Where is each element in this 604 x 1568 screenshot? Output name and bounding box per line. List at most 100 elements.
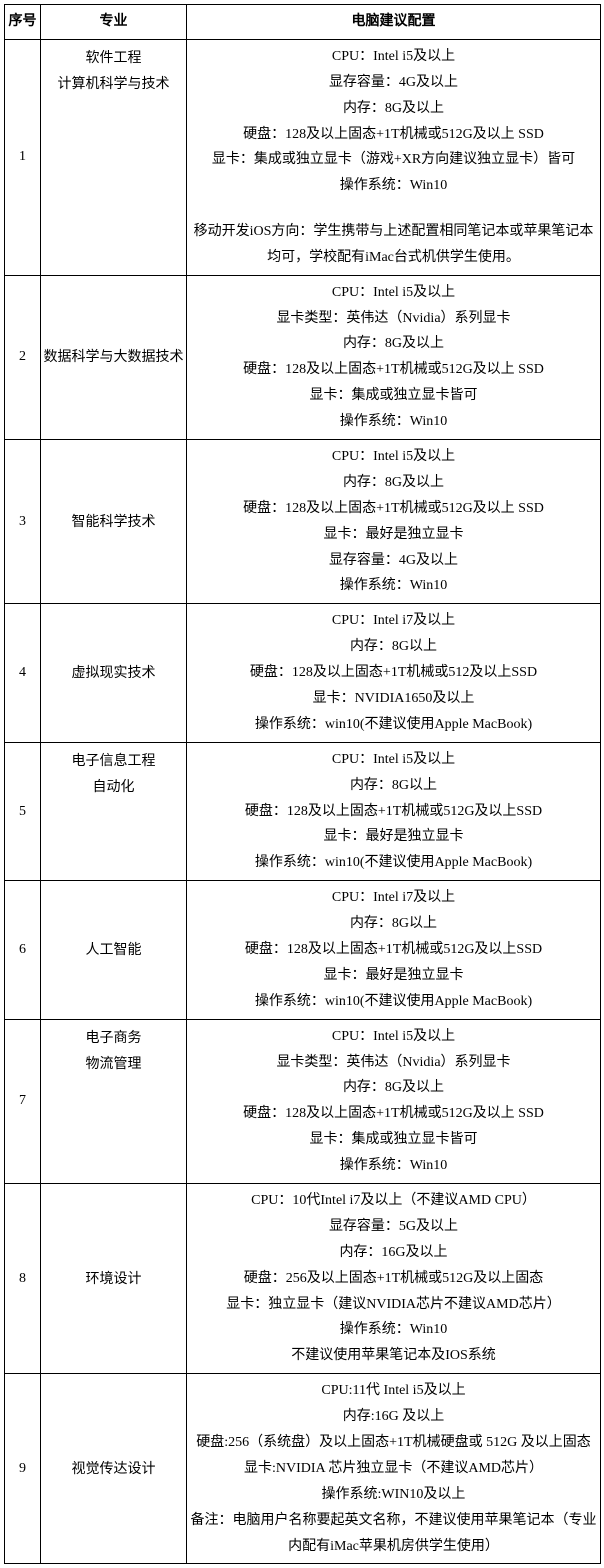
spec-line: 硬盘：128及以上固态+1T机械或512G及以上SSD bbox=[189, 937, 598, 963]
row-id: 3 bbox=[5, 439, 41, 603]
row-major: 虚拟现实技术 bbox=[41, 604, 187, 742]
major-line: 软件工程 bbox=[43, 46, 184, 72]
row-id: 6 bbox=[5, 881, 41, 1019]
major-line: 智能科学技术 bbox=[43, 510, 184, 536]
row-major: 智能科学技术 bbox=[41, 439, 187, 603]
major-line: 物流管理 bbox=[43, 1052, 184, 1078]
spec-line: CPU：10代Intel i7及以上（不建议AMD CPU） bbox=[189, 1188, 598, 1214]
spec-line: 硬盘：128及以上固态+1T机械或512G及以上 SSD bbox=[189, 122, 598, 148]
spec-line: 操作系统：win10(不建议使用Apple MacBook) bbox=[189, 989, 598, 1015]
spec-table: 序号 专业 电脑建议配置 1软件工程计算机科学与技术CPU：Intel i5及以… bbox=[4, 4, 601, 1564]
major-line: 自动化 bbox=[43, 775, 184, 801]
table-row: 2数据科学与大数据技术CPU：Intel i5及以上显卡类型：英伟达（Nvidi… bbox=[5, 275, 601, 439]
table-row: 4虚拟现实技术CPU：Intel i7及以上内存：8G以上硬盘：128及以上固态… bbox=[5, 604, 601, 742]
major-line: 电子商务 bbox=[43, 1026, 184, 1052]
major-line: 环境设计 bbox=[43, 1267, 184, 1293]
spec-line: 操作系统：win10(不建议使用Apple MacBook) bbox=[189, 850, 598, 876]
spec-line: 内存：8G及以上 bbox=[189, 1075, 598, 1101]
spec-line: CPU：Intel i7及以上 bbox=[189, 608, 598, 634]
spec-line: 操作系统：Win10 bbox=[189, 1153, 598, 1179]
row-id: 4 bbox=[5, 604, 41, 742]
spec-line: 操作系统:WIN10及以上 bbox=[189, 1482, 598, 1508]
spec-line: 操作系统：Win10 bbox=[189, 573, 598, 599]
row-major: 电子商务物流管理 bbox=[41, 1019, 187, 1183]
major-line: 视觉传达设计 bbox=[43, 1457, 184, 1483]
row-id: 9 bbox=[5, 1374, 41, 1564]
row-id: 7 bbox=[5, 1019, 41, 1183]
row-major: 数据科学与大数据技术 bbox=[41, 275, 187, 439]
spec-line: 内存：8G及以上 bbox=[189, 470, 598, 496]
major-line: 人工智能 bbox=[43, 938, 184, 964]
row-spec: CPU：Intel i5及以上显卡类型：英伟达（Nvidia）系列显卡内存：8G… bbox=[187, 275, 601, 439]
spec-line: 显卡：集成或独立显卡皆可 bbox=[189, 383, 598, 409]
spec-line: 显卡:NVIDIA 芯片独立显卡（不建议AMD芯片） bbox=[189, 1456, 598, 1482]
spec-line: 硬盘：128及以上固态+1T机械或512G及以上 SSD bbox=[189, 496, 598, 522]
spec-line: CPU:11代 Intel i5及以上 bbox=[189, 1378, 598, 1404]
col-header-id: 序号 bbox=[5, 5, 41, 40]
spec-line: 显卡：集成或独立显卡（游戏+XR方向建议独立显卡）皆可 bbox=[189, 147, 598, 173]
row-major: 人工智能 bbox=[41, 881, 187, 1019]
table-row: 6人工智能 CPU：Intel i7及以上内存：8G以上硬盘：128及以上固态+1… bbox=[5, 881, 601, 1019]
spec-line: 内存：8G以上 bbox=[189, 911, 598, 937]
spec-line: 显存容量：4G及以上 bbox=[189, 548, 598, 574]
spec-line: CPU：Intel i5及以上 bbox=[189, 44, 598, 70]
table-row: 9视觉传达设计 CPU:11代 Intel i5及以上内存:16G 及以上硬盘:2… bbox=[5, 1374, 601, 1564]
major-line: 虚拟现实技术 bbox=[43, 661, 184, 687]
major-line: 数据科学与大数据技术 bbox=[43, 345, 184, 371]
spec-line: 显存容量：5G及以上 bbox=[189, 1214, 598, 1240]
spec-line: 内存:16G 及以上 bbox=[189, 1404, 598, 1430]
spec-line: 硬盘：128及以上固态+1T机械或512G及以上 SSD bbox=[189, 357, 598, 383]
spec-line: CPU：Intel i5及以上 bbox=[189, 444, 598, 470]
spec-line: 备注：电脑用户名称要起英文名称，不建议使用苹果笔记本（专业内配有iMac苹果机房… bbox=[189, 1508, 598, 1560]
col-header-major: 专业 bbox=[41, 5, 187, 40]
spec-line: 显卡类型：英伟达（Nvidia）系列显卡 bbox=[189, 1050, 598, 1076]
row-id: 8 bbox=[5, 1184, 41, 1374]
row-major: 视觉传达设计 bbox=[41, 1374, 187, 1564]
spec-line: 内存：16G及以上 bbox=[189, 1240, 598, 1266]
row-spec: CPU：Intel i5及以上内存：8G及以上硬盘：128及以上固态+1T机械或… bbox=[187, 439, 601, 603]
spec-line: 不建议使用苹果笔记本及IOS系统 bbox=[189, 1343, 598, 1369]
spec-blank-line bbox=[189, 199, 598, 219]
spec-line: 硬盘：128及以上固态+1T机械或512G及以上 SSD bbox=[189, 1101, 598, 1127]
spec-line: 内存：8G以上 bbox=[189, 773, 598, 799]
row-id: 5 bbox=[5, 742, 41, 880]
spec-line: 显卡：最好是独立显卡 bbox=[189, 824, 598, 850]
spec-line: CPU：Intel i5及以上 bbox=[189, 280, 598, 306]
spec-line: 硬盘：256及以上固态+1T机械或512G及以上固态 bbox=[189, 1266, 598, 1292]
spec-line: CPU：Intel i5及以上 bbox=[189, 747, 598, 773]
spec-line: CPU：Intel i5及以上 bbox=[189, 1024, 598, 1050]
spec-line: 硬盘：128及以上固态+1T机械或512及以上SSD bbox=[189, 660, 598, 686]
spec-line: 内存：8G及以上 bbox=[189, 331, 598, 357]
spec-line: 显卡：最好是独立显卡 bbox=[189, 522, 598, 548]
row-id: 1 bbox=[5, 39, 41, 275]
row-major: 环境设计 bbox=[41, 1184, 187, 1374]
spec-line: 硬盘:256（系统盘）及以上固态+1T机械硬盘或 512G 及以上固态 bbox=[189, 1430, 598, 1456]
table-row: 3智能科学技术CPU：Intel i5及以上内存：8G及以上硬盘：128及以上固… bbox=[5, 439, 601, 603]
row-spec: CPU：Intel i5及以上内存：8G以上硬盘：128及以上固态+1T机械或5… bbox=[187, 742, 601, 880]
spec-line: 显卡：集成或独立显卡皆可 bbox=[189, 1127, 598, 1153]
table-row: 5电子信息工程自动化CPU：Intel i5及以上内存：8G以上硬盘：128及以… bbox=[5, 742, 601, 880]
spec-line: 移动开发iOS方向：学生携带与上述配置相同笔记本或苹果笔记本均可，学校配有iMa… bbox=[189, 219, 598, 271]
spec-line: 内存：8G以上 bbox=[189, 634, 598, 660]
table-row: 7电子商务物流管理CPU：Intel i5及以上显卡类型：英伟达（Nvidia）… bbox=[5, 1019, 601, 1183]
major-line: 计算机科学与技术 bbox=[43, 72, 184, 98]
table-row: 1软件工程计算机科学与技术CPU：Intel i5及以上显存容量：4G及以上内存… bbox=[5, 39, 601, 275]
major-line: 电子信息工程 bbox=[43, 749, 184, 775]
spec-line: 显存容量：4G及以上 bbox=[189, 70, 598, 96]
spec-line: 操作系统：Win10 bbox=[189, 1317, 598, 1343]
col-header-spec: 电脑建议配置 bbox=[187, 5, 601, 40]
spec-line: CPU：Intel i7及以上 bbox=[189, 885, 598, 911]
table-row: 8环境设计CPU：10代Intel i7及以上（不建议AMD CPU）显存容量：… bbox=[5, 1184, 601, 1374]
row-spec: CPU：Intel i5及以上显卡类型：英伟达（Nvidia）系列显卡内存：8G… bbox=[187, 1019, 601, 1183]
row-spec: CPU：10代Intel i7及以上（不建议AMD CPU）显存容量：5G及以上… bbox=[187, 1184, 601, 1374]
row-major: 软件工程计算机科学与技术 bbox=[41, 39, 187, 275]
spec-line: 操作系统：win10(不建议使用Apple MacBook) bbox=[189, 712, 598, 738]
spec-line: 硬盘：128及以上固态+1T机械或512G及以上SSD bbox=[189, 799, 598, 825]
row-spec: CPU：Intel i7及以上内存：8G以上硬盘：128及以上固态+1T机械或5… bbox=[187, 604, 601, 742]
row-major: 电子信息工程自动化 bbox=[41, 742, 187, 880]
spec-line: 操作系统：Win10 bbox=[189, 409, 598, 435]
row-id: 2 bbox=[5, 275, 41, 439]
spec-line: 内存：8G及以上 bbox=[189, 96, 598, 122]
row-spec: CPU：Intel i5及以上显存容量：4G及以上内存：8G及以上硬盘：128及… bbox=[187, 39, 601, 275]
table-header-row: 序号 专业 电脑建议配置 bbox=[5, 5, 601, 40]
